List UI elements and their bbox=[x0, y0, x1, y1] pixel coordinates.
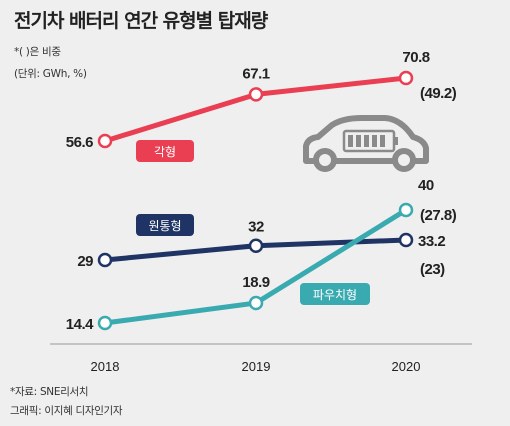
data-point-prismatic bbox=[97, 133, 113, 149]
data-point-cylindrical bbox=[398, 232, 414, 248]
series-tag-prismatic: 각형 bbox=[154, 145, 176, 159]
graphic-credit: 그래픽: 이지혜 디자인기자 bbox=[10, 405, 123, 417]
data-label-prismatic: 56.6 bbox=[66, 134, 93, 151]
share-label-prismatic: (49.2) bbox=[420, 85, 457, 102]
data-label-cylindrical: 32 bbox=[248, 219, 264, 236]
series-tag-bg-pouch bbox=[300, 283, 370, 305]
series-tag-cylindrical: 원통형 bbox=[148, 219, 181, 233]
data-point-cylindrical bbox=[248, 238, 264, 253]
data-point-prismatic bbox=[398, 70, 414, 86]
data-label-pouch: 40 bbox=[418, 177, 434, 194]
share-note: *( )은 비중 bbox=[14, 46, 61, 58]
data-point-cylindrical bbox=[97, 252, 113, 268]
series-tag-pouch: 파우치형 bbox=[313, 288, 357, 302]
series-layer: 56.6 67.1 70.8 (49.2) 각형 29 32 33.2 (23) 원통형 14.4 1… bbox=[66, 49, 457, 333]
unit-note: (단위: GWh, %) bbox=[14, 68, 87, 80]
data-label-pouch: 18.9 bbox=[242, 274, 269, 291]
series-tag-bg-cylindrical bbox=[136, 214, 194, 236]
x-tick-label: 2018 bbox=[91, 359, 120, 374]
data-point-pouch bbox=[398, 202, 414, 218]
data-point-prismatic bbox=[248, 87, 264, 102]
data-label-pouch: 14.4 bbox=[66, 316, 94, 333]
share-label-pouch: (27.8) bbox=[420, 207, 457, 224]
share-label-cylindrical: (23) bbox=[420, 261, 445, 278]
data-label-cylindrical: 33.2 bbox=[418, 233, 445, 250]
data-point-pouch bbox=[248, 295, 264, 311]
data-label-prismatic: 67.1 bbox=[242, 65, 269, 82]
data-label-cylindrical: 29 bbox=[77, 253, 93, 270]
source-note: *자료: SNE리서치 bbox=[10, 386, 89, 398]
car-battery-icon bbox=[303, 115, 429, 172]
chart-title: 전기차 배터리 연간 유형별 탑재량 bbox=[14, 10, 268, 32]
x-tick-label: 2020 bbox=[392, 359, 421, 374]
data-point-pouch bbox=[97, 315, 113, 331]
x-axis-ticks: 2018 2019 2020 bbox=[91, 359, 421, 374]
data-label-prismatic: 70.8 bbox=[402, 49, 429, 66]
x-tick-label: 2019 bbox=[242, 359, 271, 374]
series-tag-bg-prismatic bbox=[136, 140, 194, 162]
